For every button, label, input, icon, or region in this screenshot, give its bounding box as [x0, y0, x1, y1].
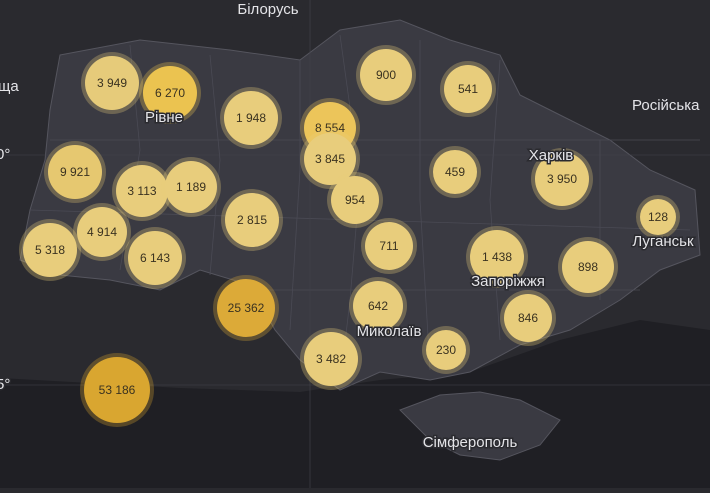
place-label: Луганськ — [632, 233, 694, 250]
bubble-label: 230 — [436, 343, 456, 357]
bubble-label: 846 — [518, 311, 538, 325]
bubble — [562, 241, 614, 293]
bubble-label: 128 — [648, 210, 668, 224]
bubble — [225, 193, 279, 247]
place-label: Миколаїв — [357, 323, 422, 340]
bubble-label: 900 — [376, 68, 396, 82]
bubble — [23, 223, 77, 277]
bubble — [304, 332, 358, 386]
bubble — [353, 281, 403, 331]
bubble — [426, 330, 466, 370]
bubble-label: 3 845 — [315, 152, 345, 166]
bubble-label: 898 — [578, 260, 598, 274]
bubble-label: 3 950 — [547, 172, 577, 186]
bubble-label: 642 — [368, 299, 388, 313]
place-label: Запоріжжя — [471, 273, 545, 290]
bubble — [217, 279, 275, 337]
place-label: Російська — [632, 97, 700, 114]
bubble — [470, 230, 524, 284]
place-label: Харків — [529, 147, 574, 164]
bubble-label: 711 — [379, 239, 398, 253]
bubble — [85, 56, 139, 110]
bubble-label: 541 — [458, 82, 478, 96]
place-label: 0° — [0, 146, 10, 163]
bubble-label: 8 554 — [315, 121, 345, 135]
bubble-label: 6 143 — [140, 251, 170, 265]
bubble — [504, 294, 552, 342]
bubble — [224, 91, 278, 145]
bubble-label: 4 914 — [87, 225, 117, 239]
bubble-label: 3 482 — [316, 352, 346, 366]
bubble-label: 459 — [445, 165, 465, 179]
bubble — [143, 66, 197, 120]
place-label: Білорусь — [237, 1, 298, 18]
bubble-label: 6 270 — [155, 86, 185, 100]
bubble — [165, 161, 217, 213]
bubble — [48, 145, 102, 199]
bubble-label: 1 438 — [482, 250, 512, 264]
place-label: ща — [0, 78, 19, 95]
bubble-label: 1 948 — [236, 111, 266, 125]
place-label: 5° — [0, 376, 10, 393]
bubble-label: 3 949 — [97, 76, 127, 90]
bubble-label: 5 318 — [35, 243, 65, 257]
bubble — [365, 222, 413, 270]
bubble — [84, 357, 150, 423]
bubble — [640, 199, 676, 235]
bubble-label: 3 113 — [127, 184, 156, 198]
bubble — [77, 207, 127, 257]
bubble-label: 1 189 — [176, 180, 206, 194]
crimea — [399, 391, 561, 461]
bubble — [116, 165, 168, 217]
bubble — [360, 49, 412, 101]
bubble-label: 2 815 — [237, 213, 267, 227]
bubble-label: 9 921 — [60, 165, 90, 179]
bubble — [331, 176, 379, 224]
bubble-label: 25 362 — [228, 301, 265, 315]
bubble — [535, 152, 589, 206]
place-label: Сімферополь — [423, 434, 518, 451]
bubble-label: 954 — [345, 193, 365, 207]
place-label: Рівне — [145, 109, 183, 126]
bubble-label: 53 186 — [99, 383, 136, 397]
bubble — [304, 133, 356, 185]
bubble — [444, 65, 492, 113]
bubble — [128, 231, 182, 285]
bubble — [433, 150, 477, 194]
